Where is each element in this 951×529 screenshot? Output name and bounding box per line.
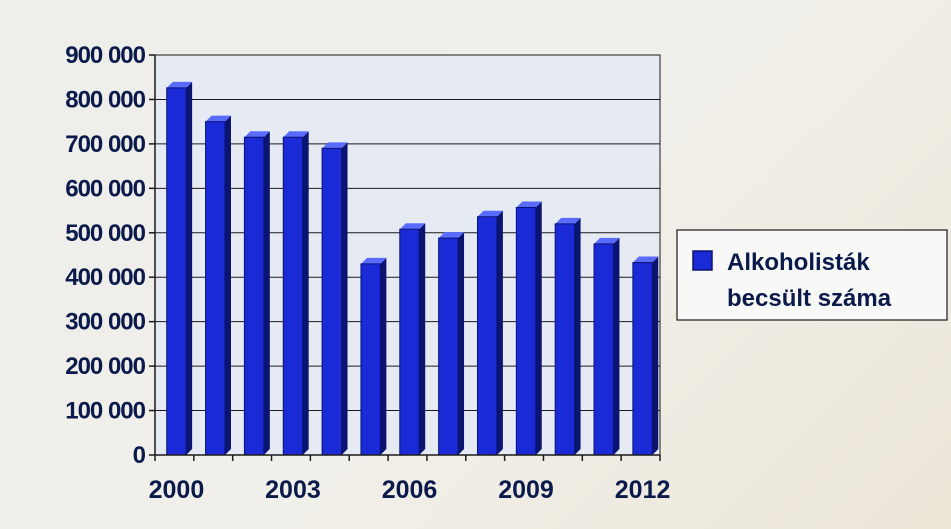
x-tick-label: 2000 (149, 476, 205, 504)
bar-front (321, 147, 343, 456)
bar-side (224, 115, 231, 456)
bar-top (205, 115, 231, 122)
bar-top (283, 131, 309, 138)
bar (282, 131, 309, 456)
bar (166, 81, 193, 456)
x-tick-label: 2003 (265, 476, 321, 504)
y-tick-label: 300 000 (65, 309, 145, 336)
bar-side (380, 257, 387, 455)
bar (360, 257, 387, 456)
bar (438, 232, 465, 456)
bar-top (166, 81, 193, 88)
legend: Alkoholisták becsült száma (676, 229, 948, 321)
bar-side (341, 142, 348, 456)
bar-side (496, 210, 503, 455)
bar-front (438, 237, 459, 456)
x-tick-label: 2012 (615, 476, 671, 504)
bar-top (322, 142, 348, 149)
bar-side (302, 131, 309, 455)
bar-front (593, 243, 614, 456)
legend-label-line-2: becsült száma (727, 285, 892, 312)
bars (166, 81, 659, 456)
bar-front (632, 262, 653, 456)
bar-side (574, 217, 581, 455)
bar-front (166, 87, 187, 456)
y-tick-label: 100 000 (65, 398, 145, 425)
bar-side (419, 223, 426, 455)
y-tick-label: 400 000 (65, 264, 145, 291)
bar (243, 131, 270, 456)
y-axis-ticks: 0 100 000 200 000 300 000 400 000 500 000 600 … (65, 42, 155, 469)
bar-side (263, 131, 270, 455)
bar-top (555, 217, 581, 224)
bar (515, 201, 542, 456)
bar (205, 115, 231, 456)
y-tick-label: 0 (133, 442, 146, 469)
y-tick-label: 800 000 (65, 86, 145, 113)
bar (321, 142, 348, 456)
bar-top (399, 223, 426, 230)
bar-front (476, 216, 498, 456)
bar-front (243, 136, 265, 456)
y-tick-label: 500 000 (65, 220, 145, 247)
bar (632, 256, 659, 456)
y-tick-label: 200 000 (65, 353, 145, 380)
bar-front (282, 136, 304, 456)
bar (476, 210, 503, 456)
bar-front (554, 223, 576, 456)
y-tick-label: 700 000 (65, 131, 145, 158)
bar-front (360, 263, 381, 456)
bar-side (186, 81, 193, 455)
y-tick-label: 900 000 (65, 42, 145, 69)
bar-top (477, 210, 503, 217)
bar-top (360, 257, 387, 264)
bar (399, 223, 426, 456)
bar-top (516, 201, 542, 208)
legend-label-line-1: Alkoholisták (727, 249, 870, 276)
bar-front (515, 206, 537, 456)
bar-side (652, 256, 659, 455)
bar-front (399, 228, 420, 456)
bar-front (205, 121, 226, 456)
bar-top (594, 237, 620, 244)
legend-box (676, 229, 948, 321)
bar-side (458, 232, 465, 455)
legend-swatch (692, 250, 713, 271)
bar-side (535, 201, 542, 455)
bar-top (632, 256, 659, 263)
bar-top (244, 131, 270, 138)
bar (554, 217, 581, 456)
y-tick-label: 600 000 (65, 175, 145, 202)
x-tick-label: 2006 (382, 476, 438, 504)
x-axis-ticks: 2000 2003 2006 2009 2012 (149, 455, 671, 504)
bar-top (438, 232, 465, 239)
bar (593, 237, 620, 456)
bar-side (613, 237, 620, 455)
x-tick-label: 2009 (498, 476, 554, 504)
